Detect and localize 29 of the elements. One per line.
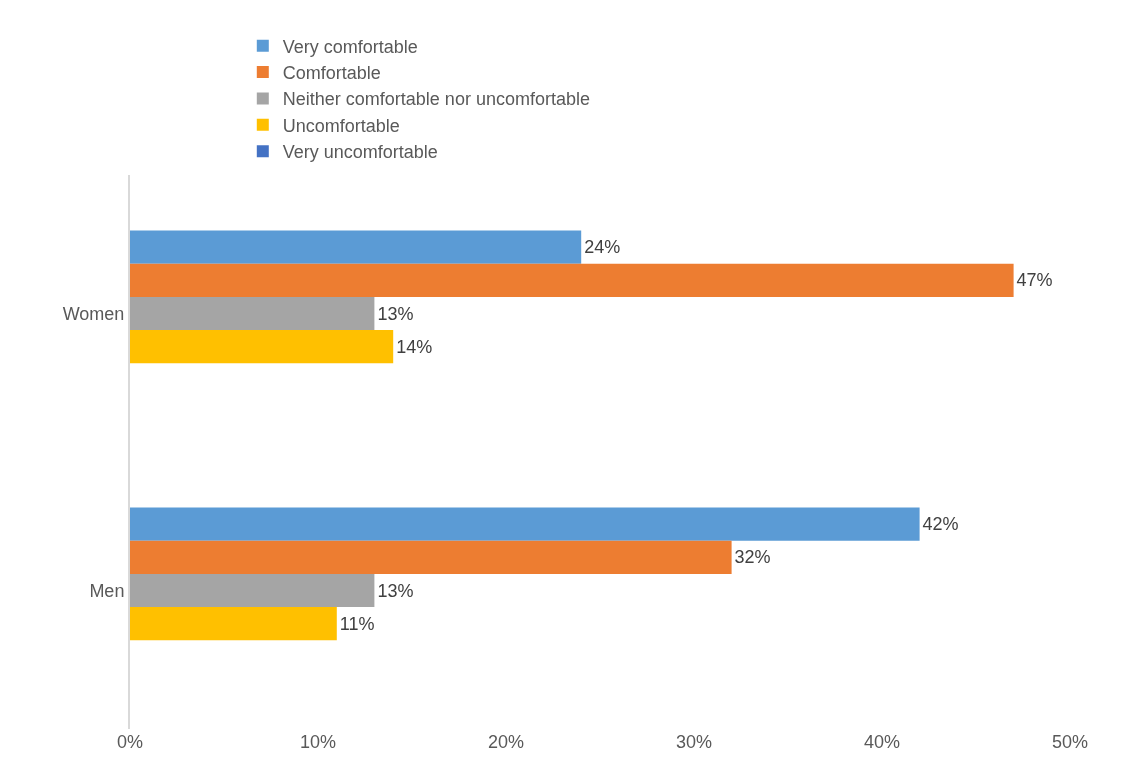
x-tick-label: 50% xyxy=(1051,732,1089,752)
bar xyxy=(130,263,1014,297)
legend-label: Very comfortable xyxy=(282,36,418,57)
bar xyxy=(130,330,394,364)
data-label: 32% xyxy=(734,547,771,568)
data-label: 13% xyxy=(377,303,414,324)
x-tick-label: 30% xyxy=(675,732,713,752)
data-label: 11% xyxy=(339,613,375,634)
x-tick-label: 20% xyxy=(487,732,525,752)
bar xyxy=(130,607,337,641)
data-label: 47% xyxy=(1016,270,1053,291)
legend-label: Comfortable xyxy=(282,63,381,84)
legend-label: Very uncomfortable xyxy=(282,142,438,163)
data-label: 42% xyxy=(922,514,959,535)
x-tick-label: 10% xyxy=(299,732,337,752)
x-tick-label: 0% xyxy=(116,732,144,752)
bar xyxy=(130,230,582,264)
legend-label: Neither comfortable nor uncomfortable xyxy=(282,89,590,110)
x-tick-label: 40% xyxy=(863,732,901,752)
bar xyxy=(130,296,375,331)
data-label: 24% xyxy=(584,237,621,258)
y-tick-label: Women xyxy=(62,303,125,324)
y-tick-label: Men xyxy=(89,580,125,601)
legend-label: Uncomfortable xyxy=(282,115,400,136)
bar xyxy=(130,507,920,541)
data-label: 13% xyxy=(377,580,414,601)
bar xyxy=(130,540,732,574)
data-label: 14% xyxy=(396,336,433,357)
bar xyxy=(130,573,375,608)
